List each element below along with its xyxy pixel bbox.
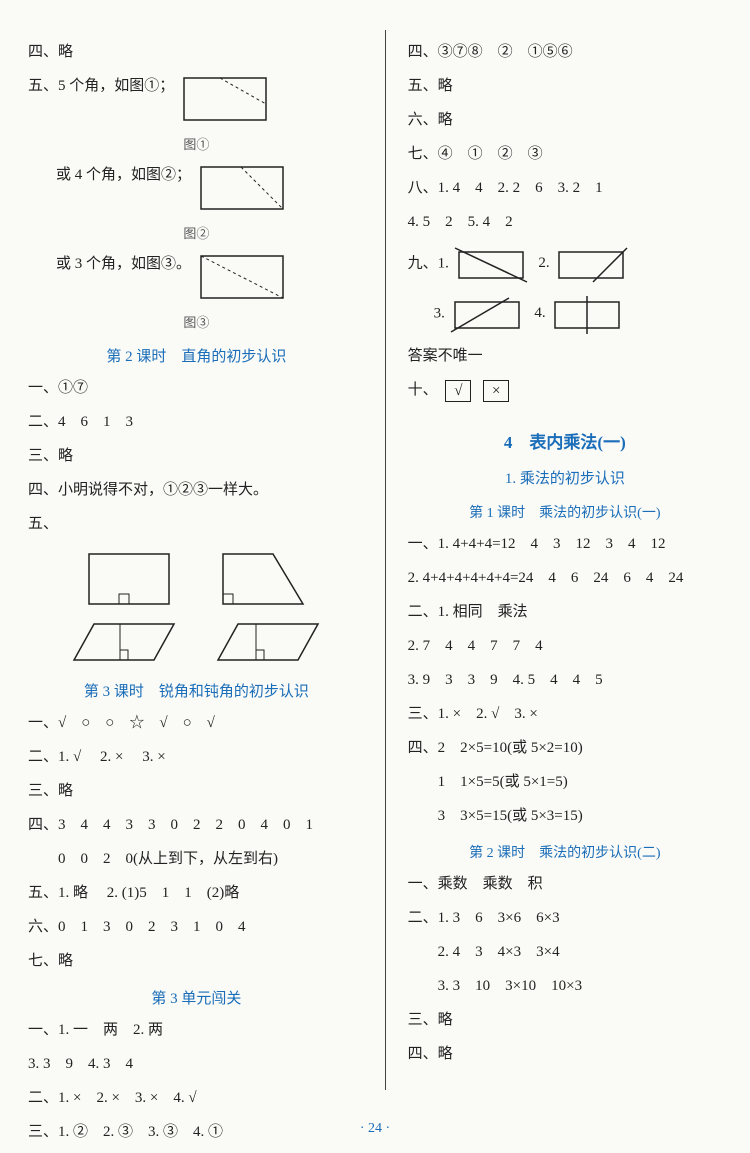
text-line: 2. 4+4+4+4+4+4=24 4 6 24 6 4 24	[408, 566, 722, 590]
square-angle-icon	[79, 546, 179, 610]
text-line: 1 1×5=5(或 5×1=5)	[408, 770, 722, 794]
text-line: 四、略	[408, 1042, 722, 1066]
text-line: 一、1. 4+4+4=12 4 3 12 3 4 12	[408, 532, 722, 556]
text-line: 一、乘数 乘数 积	[408, 872, 722, 896]
text-line: 或 4 个角，如图②；	[28, 163, 365, 213]
section-heading: 第 3 课时 锐角和钝角的初步认识	[28, 680, 365, 701]
chapter-title: 4 表内乘法(一)	[408, 428, 722, 453]
text-line: 2. 4 3 4×3 3×4	[408, 940, 722, 964]
text-line: 一、√ ○ ○ ☆ √ ○ √	[28, 711, 365, 735]
page: 四、略 五、5 个角，如图①； 图① 或 4 个角，如图②； 图② 或 3 个角…	[0, 0, 750, 1153]
label: 4.	[534, 305, 545, 321]
text-line: 四、略	[28, 40, 365, 64]
text-line: 二、1. × 2. × 3. × 4. √	[28, 1086, 365, 1110]
angle-figures-row2	[28, 616, 365, 666]
text-line: 3. 3 10 3×10 10×3	[408, 974, 722, 998]
text-line: 十、 √ ×	[408, 378, 722, 402]
label: 2.	[538, 255, 549, 271]
text-line: 一、1. 一 两 2. 两	[28, 1018, 365, 1042]
label: 五、5 个角，如图①；	[28, 74, 174, 98]
check-box-icon: √	[445, 380, 471, 402]
text-line: 六、略	[408, 108, 722, 132]
text-line: 五、略	[408, 74, 722, 98]
label: 3.	[434, 305, 445, 321]
text-line: 二、1. 相同 乘法	[408, 600, 722, 624]
text-line: 五、5 个角，如图①；	[28, 74, 365, 124]
section-heading: 第 2 课时 直角的初步认识	[28, 345, 365, 366]
trapezoid-angle-icon	[213, 546, 313, 610]
text-line: 六、0 1 3 0 2 3 1 0 4	[28, 915, 365, 939]
label: 或 3 个角，如图③。	[28, 252, 191, 276]
rect-diagonal-3-icon	[197, 252, 287, 302]
lesson-heading: 第 2 课时 乘法的初步认识(二)	[408, 842, 722, 862]
figure-row-9: 九、1. 2.	[408, 244, 722, 284]
text-line: 八、1. 4 4 2. 2 6 3. 2 1	[408, 176, 722, 200]
text-line: 一、①⑦	[28, 376, 365, 400]
text-line: 五、1. 略 2. (1)5 1 1 (2)略	[28, 881, 365, 905]
figure-label: 图③	[28, 312, 365, 331]
text-line: 七、略	[28, 949, 365, 973]
label: 九、1.	[408, 255, 449, 271]
text-line: 2. 7 4 4 7 7 4	[408, 634, 722, 658]
text-line: 二、4 6 1 3	[28, 410, 365, 434]
text-line: 四、2 2×5=10(或 5×2=10)	[408, 736, 722, 760]
label: 或 4 个角，如图②；	[28, 163, 191, 187]
text-line: 三、略	[408, 1008, 722, 1032]
figure-label: 图①	[28, 134, 365, 153]
figure-row-9b: 3. 4.	[408, 294, 722, 334]
text-line: 七、④ ① ② ③	[408, 142, 722, 166]
text-line: 或 3 个角，如图③。	[28, 252, 365, 302]
text-line: 3. 9 3 3 9 4. 5 4 4 5	[408, 668, 722, 692]
rect-slash-1-icon	[453, 244, 529, 284]
parallelogram-angle-2-icon	[208, 616, 328, 666]
left-column: 四、略 五、5 个角，如图①； 图① 或 4 个角，如图②； 图② 或 3 个角…	[28, 30, 365, 1090]
text-line: 四、3 4 4 3 3 0 2 2 0 4 0 1	[28, 813, 365, 837]
columns: 四、略 五、5 个角，如图①； 图① 或 4 个角，如图②； 图② 或 3 个角…	[28, 30, 722, 1090]
text-line: 答案不唯一	[408, 344, 722, 368]
text-line: 三、略	[28, 444, 365, 468]
text-line: 三、略	[28, 779, 365, 803]
text-line: 五、	[28, 512, 365, 536]
rect-diagonal-2-icon	[197, 163, 287, 213]
cross-box-icon: ×	[483, 380, 509, 402]
text-line: 3. 3 9 4. 3 4	[28, 1052, 365, 1076]
text-line: 二、1. √ 2. × 3. ×	[28, 745, 365, 769]
text-line: 二、1. 3 6 3×6 6×3	[408, 906, 722, 930]
lesson-heading: 第 1 课时 乘法的初步认识(一)	[408, 502, 722, 522]
section-heading: 1. 乘法的初步认识	[408, 467, 722, 488]
rect-slash-2-icon	[553, 244, 629, 284]
rect-diagonal-1-icon	[180, 74, 270, 124]
label: 十、	[408, 382, 438, 398]
text-line: 4. 5 2 5. 4 2	[408, 210, 722, 234]
parallelogram-angle-icon	[64, 616, 184, 666]
rect-slash-3-icon	[449, 294, 525, 334]
rect-slash-4-icon	[549, 294, 625, 334]
angle-figures-row1	[28, 546, 365, 610]
right-column: 四、③⑦⑧ ② ①⑤⑥ 五、略 六、略 七、④ ① ② ③ 八、1. 4 4 2…	[385, 30, 722, 1090]
text-line: 3 3×5=15(或 5×3=15)	[408, 804, 722, 828]
text-line: 四、小明说得不对，①②③一样大。	[28, 478, 365, 502]
page-number: · 24 ·	[0, 1121, 750, 1137]
text-line: 四、③⑦⑧ ② ①⑤⑥	[408, 40, 722, 64]
section-heading: 第 3 单元闯关	[28, 987, 365, 1008]
text-line: 三、1. × 2. √ 3. ×	[408, 702, 722, 726]
text-line: 0 0 2 0(从上到下，从左到右)	[28, 847, 365, 871]
figure-label: 图②	[28, 223, 365, 242]
